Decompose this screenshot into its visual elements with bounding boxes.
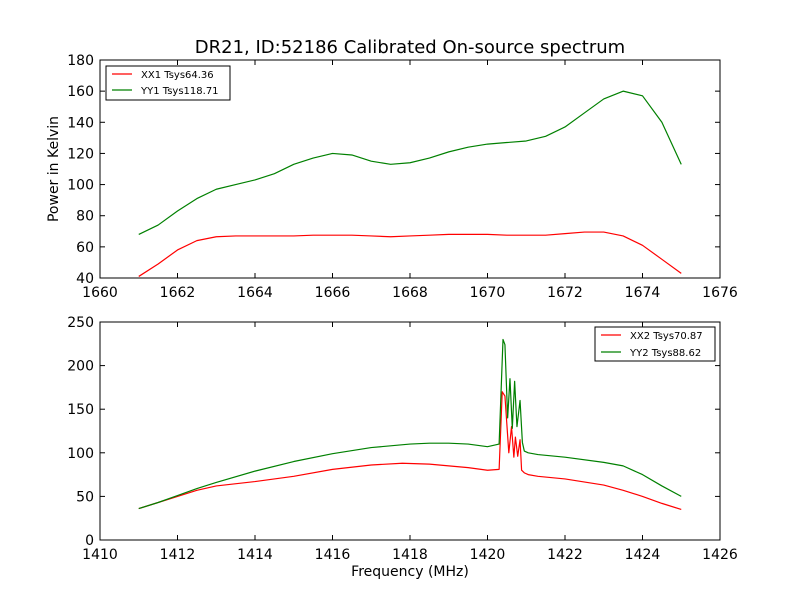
bottom-x-tick-label: 1414 <box>237 547 273 563</box>
bottom-x-tick-label: 1410 <box>82 547 118 563</box>
top-x-tick-label: 1674 <box>625 285 661 301</box>
top-y-tick-label: 180 <box>67 53 94 69</box>
top-x-tick-label: 1668 <box>392 285 428 301</box>
top-legend: XX1 Tsys64.36 YY1 Tsys118.71 <box>105 65 231 101</box>
top-chart-title: DR21, ID:52186 Calibrated On-source spec… <box>195 37 625 58</box>
bottom-y-tick-label: 50 <box>76 489 94 505</box>
bottom-legend: XX2 Tsys70.87 YY2 Tsys88.62 <box>594 326 716 362</box>
top-y-tick-label: 120 <box>67 146 94 162</box>
bottom-x-tick-label: 1418 <box>392 547 428 563</box>
top-y-axis-label: Power in Kelvin <box>46 116 62 222</box>
top-y-tick-label: 140 <box>67 115 94 131</box>
top-y-tick-label: 40 <box>76 271 94 287</box>
top-tick-layer: 1660 1662 1664 1666 1668 1670 1672 1674 1676 40 60… <box>67 53 738 301</box>
bottom-x-axis-label: Frequency (MHz) <box>351 564 469 580</box>
top-series-line-xx1 <box>138 231 682 277</box>
top-legend-label-yy1: YY1 Tsys118.71 <box>140 86 219 97</box>
top-x-tick-label: 1666 <box>315 285 351 301</box>
top-y-tick-label: 80 <box>76 209 94 225</box>
top-legend-box <box>105 65 231 101</box>
top-x-tick-label: 1676 <box>702 285 738 301</box>
bottom-x-tick-label: 1416 <box>315 547 351 563</box>
bottom-tick-layer: 1410 1412 1414 1416 1418 1420 1422 1424 1426 0 50 1… <box>67 315 738 563</box>
top-y-tick-label: 160 <box>67 84 94 100</box>
bottom-y-tick-label: 100 <box>67 446 94 462</box>
bottom-chart: 1410 1412 1414 1416 1418 1420 1422 1424 1426 0 50 1… <box>67 315 738 580</box>
top-x-tick-label: 1664 <box>237 285 273 301</box>
bottom-x-tick-label: 1420 <box>470 547 506 563</box>
bottom-x-tick-label: 1422 <box>547 547 583 563</box>
top-x-tick-label: 1662 <box>160 285 196 301</box>
top-plot-frame <box>99 59 721 279</box>
bottom-legend-box <box>594 326 716 362</box>
bottom-x-tick-label: 1424 <box>625 547 661 563</box>
bottom-y-tick-label: 200 <box>67 359 94 375</box>
bottom-legend-label-xx2: XX2 Tsys70.87 <box>630 331 703 342</box>
top-y-tick-label: 60 <box>76 240 94 256</box>
top-y-tick-label: 100 <box>67 178 94 194</box>
bottom-series-layer <box>138 338 682 511</box>
bottom-y-tick-label: 150 <box>67 402 94 418</box>
bottom-x-tick-label: 1412 <box>160 547 196 563</box>
top-x-tick-label: 1660 <box>82 285 118 301</box>
bottom-y-tick-label: 0 <box>85 533 94 549</box>
top-chart: DR21, ID:52186 Calibrated On-source spec… <box>46 37 738 301</box>
bottom-y-tick-label: 250 <box>67 315 94 331</box>
top-x-tick-label: 1672 <box>547 285 583 301</box>
top-series-layer <box>138 90 682 277</box>
bottom-series-line-xx2 <box>138 391 682 511</box>
top-series-line-yy1 <box>138 90 682 235</box>
bottom-series-line-yy2 <box>138 338 682 510</box>
bottom-x-tick-label: 1426 <box>702 547 738 563</box>
bottom-legend-label-yy2: YY2 Tsys88.62 <box>629 348 701 359</box>
top-x-tick-label: 1670 <box>470 285 506 301</box>
bottom-plot-frame <box>99 321 721 541</box>
top-legend-label-xx1: XX1 Tsys64.36 <box>141 70 214 81</box>
